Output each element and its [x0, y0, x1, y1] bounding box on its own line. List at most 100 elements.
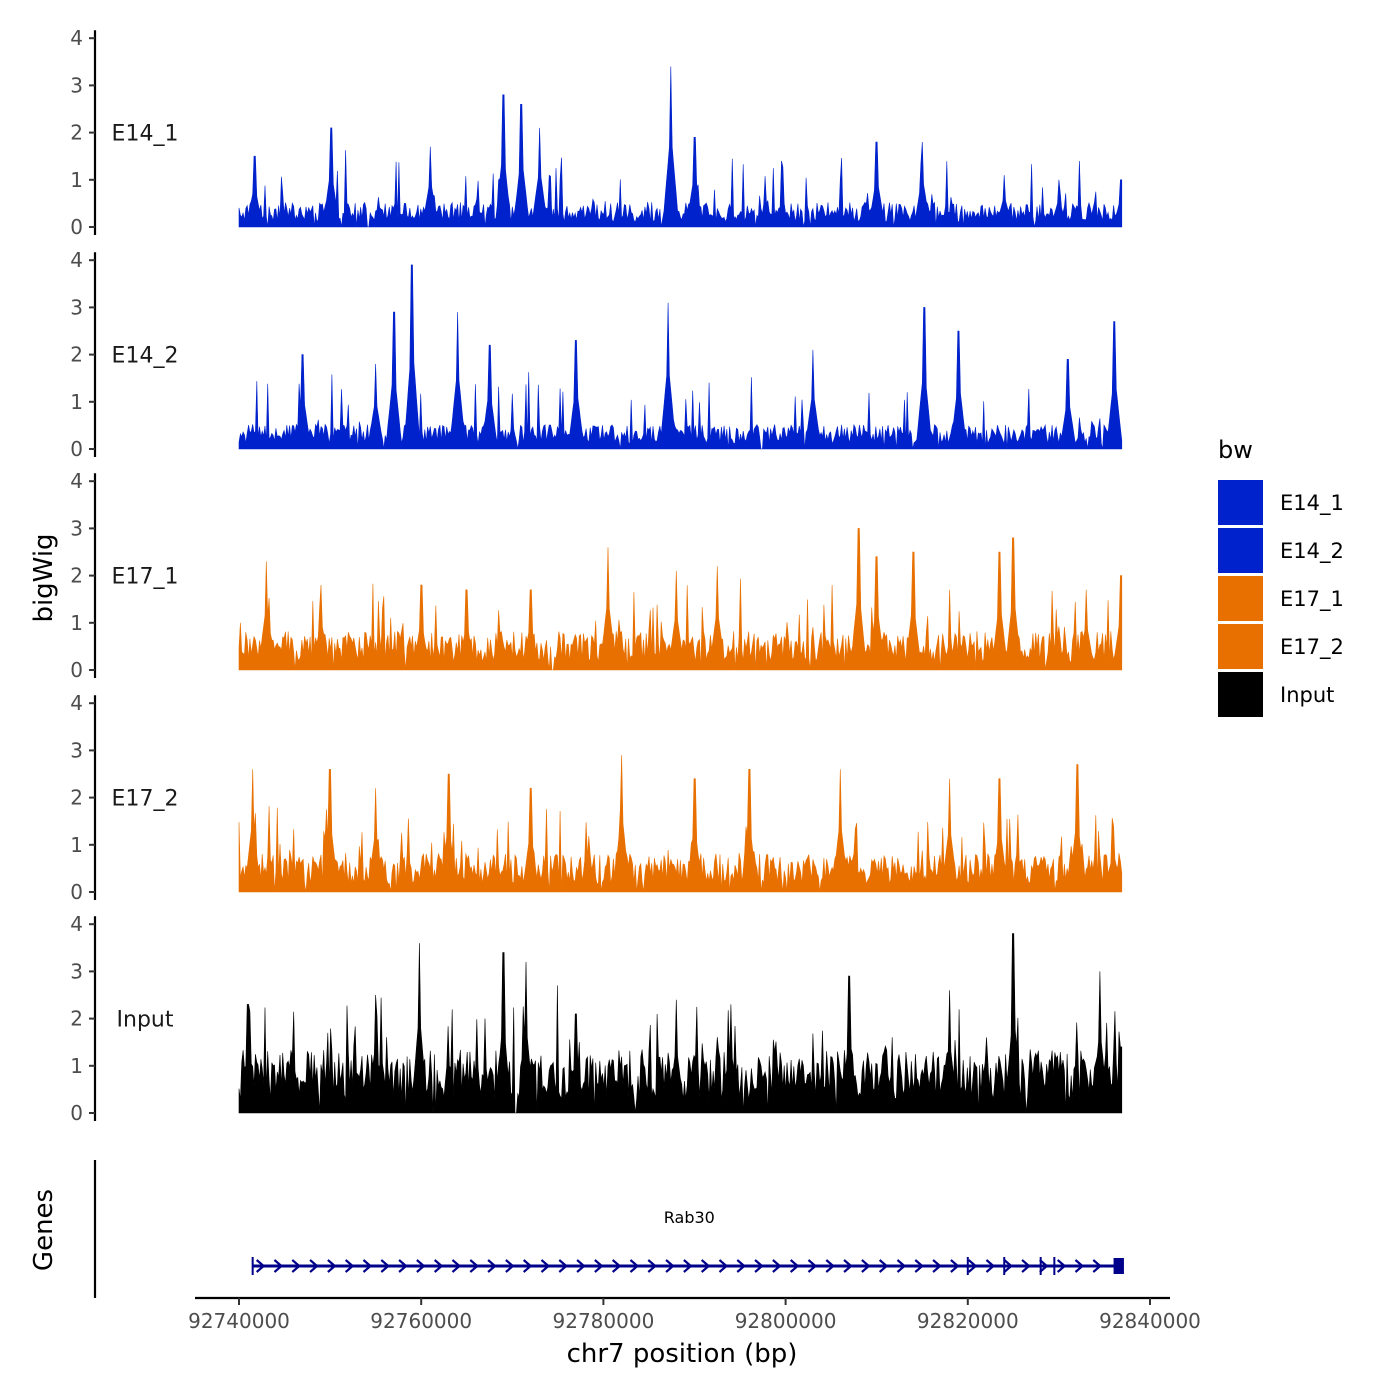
strand-arrow — [433, 1259, 444, 1273]
strand-arrow — [700, 1259, 711, 1273]
track-label-E14_1: E14_1 — [112, 122, 179, 147]
genes-axis-title: Genes — [29, 1189, 59, 1271]
y-axis-title: bigWig — [29, 533, 59, 622]
gene-name-label: Rab30 — [664, 1208, 715, 1227]
y-tick-label: 1 — [70, 611, 83, 635]
strand-arrow — [451, 1259, 462, 1273]
y-tick-label: 2 — [70, 786, 83, 810]
strand-arrow — [950, 1259, 960, 1273]
strand-arrow — [327, 1259, 337, 1273]
y-tick-label: 2 — [70, 1007, 83, 1031]
legend-swatch-E14_1 — [1218, 480, 1263, 525]
strand-arrow — [505, 1259, 515, 1273]
y-tick-label: 1 — [70, 168, 83, 192]
strand-arrow — [718, 1259, 729, 1273]
strand-arrow — [380, 1259, 390, 1273]
strand-arrow — [522, 1259, 533, 1273]
strand-arrow — [665, 1259, 675, 1273]
x-tick-label: 92760000 — [370, 1309, 472, 1333]
strand-arrow — [878, 1259, 889, 1273]
track-label-Input: Input — [117, 1008, 174, 1033]
x-axis-title: chr7 position (bp) — [567, 1339, 798, 1369]
coverage-area-E17_1 — [238, 528, 1123, 671]
legend: bw E14_1 E14_2 E17_1 E17_2 Input — [1218, 436, 1344, 717]
coverage-area-Input — [238, 933, 1123, 1114]
strand-arrow — [398, 1259, 408, 1273]
track-label-E17_2: E17_2 — [112, 787, 179, 812]
strand-arrow — [967, 1259, 978, 1273]
y-tick-label: 1 — [70, 1054, 83, 1078]
legend-swatch-E17_1 — [1218, 576, 1263, 621]
track-label-E17_1: E17_1 — [112, 565, 179, 590]
legend-label-E14_1: E14_1 — [1280, 491, 1344, 516]
strand-arrow — [896, 1259, 907, 1273]
coverage-area-E14_1 — [238, 66, 1123, 228]
strand-arrow — [416, 1259, 426, 1273]
strand-arrow — [985, 1259, 996, 1273]
legend-label-E17_1: E17_1 — [1280, 587, 1344, 612]
strand-arrow — [576, 1259, 586, 1273]
legend-label-E17_2: E17_2 — [1280, 635, 1344, 660]
legend-label-Input: Input — [1280, 683, 1334, 707]
strand-arrow — [291, 1259, 301, 1273]
strand-arrow — [914, 1259, 924, 1273]
track-panel-E17_2: 0 1 2 3 4 E17_2 — [70, 691, 1123, 904]
track-panel-E14_2: 0 1 2 3 4 E14_2 — [70, 248, 1123, 461]
y-tick-label: 2 — [70, 564, 83, 588]
strand-arrow — [558, 1259, 568, 1273]
x-axis: 92740000 92760000 92780000 92800000 92820000… — [188, 1296, 1201, 1333]
y-tick-label: 1 — [70, 390, 83, 414]
strand-arrow — [487, 1259, 497, 1273]
y-tick-label: 3 — [70, 959, 83, 983]
strand-arrow — [629, 1259, 640, 1273]
strand-arrow — [255, 1259, 266, 1273]
strand-arrow — [736, 1259, 746, 1273]
strand-arrow — [754, 1259, 764, 1273]
strand-arrow — [647, 1259, 657, 1273]
strand-arrow — [540, 1259, 551, 1273]
strand-arrow — [309, 1259, 319, 1273]
strand-arrow — [1021, 1259, 1031, 1273]
legend-title: bw — [1218, 436, 1253, 464]
strand-arrow — [789, 1259, 800, 1273]
coverage-area-E17_2 — [238, 755, 1123, 893]
legend-swatch-Input — [1218, 672, 1263, 717]
y-tick-label: 0 — [70, 437, 83, 461]
y-tick-label: 0 — [70, 658, 83, 682]
y-tick-label: 3 — [70, 73, 83, 97]
strand-arrow — [1003, 1259, 1013, 1273]
x-tick-label: 92820000 — [917, 1309, 1019, 1333]
strand-arrow — [1056, 1259, 1067, 1273]
y-tick-label: 0 — [70, 1101, 83, 1125]
y-tick-label: 4 — [70, 248, 83, 272]
x-tick-label: 92800000 — [735, 1309, 837, 1333]
strand-arrow — [807, 1259, 818, 1273]
coverage-area-E14_2 — [238, 264, 1123, 450]
strand-arrow — [273, 1259, 284, 1273]
genes-panel: Rab30 — [93, 1160, 1124, 1298]
track-panel-E14_1: 0 1 2 3 4 E14_1 — [70, 26, 1123, 239]
track-label-E14_2: E14_2 — [112, 344, 179, 369]
strand-arrow — [825, 1259, 835, 1273]
strand-arrow — [772, 1259, 782, 1273]
y-tick-label: 0 — [70, 880, 83, 904]
y-tick-label: 3 — [70, 295, 83, 319]
legend-swatch-E17_2 — [1218, 624, 1263, 669]
y-tick-label: 2 — [70, 343, 83, 367]
strand-arrow — [1039, 1259, 1049, 1273]
strand-arrow — [1074, 1259, 1085, 1273]
strand-arrow — [344, 1259, 355, 1273]
strand-arrow — [611, 1259, 622, 1273]
x-tick-label: 92740000 — [188, 1309, 290, 1333]
strand-arrow — [594, 1259, 604, 1273]
y-tick-label: 4 — [70, 912, 83, 936]
strand-arrow — [932, 1259, 942, 1273]
y-tick-label: 2 — [70, 121, 83, 145]
y-tick-label: 1 — [70, 833, 83, 857]
strand-arrow — [469, 1259, 479, 1273]
strand-arrow — [843, 1259, 853, 1273]
track-panel-E17_1: 0 1 2 3 4 E17_1 — [70, 469, 1123, 682]
track-panels: 0 1 2 3 4 E14_1 0 1 2 3 4 E14_2 0 1 2 3 4 E17_1 0 1 2 3 4 E17_2… — [70, 26, 1123, 1125]
y-tick-label: 3 — [70, 516, 83, 540]
